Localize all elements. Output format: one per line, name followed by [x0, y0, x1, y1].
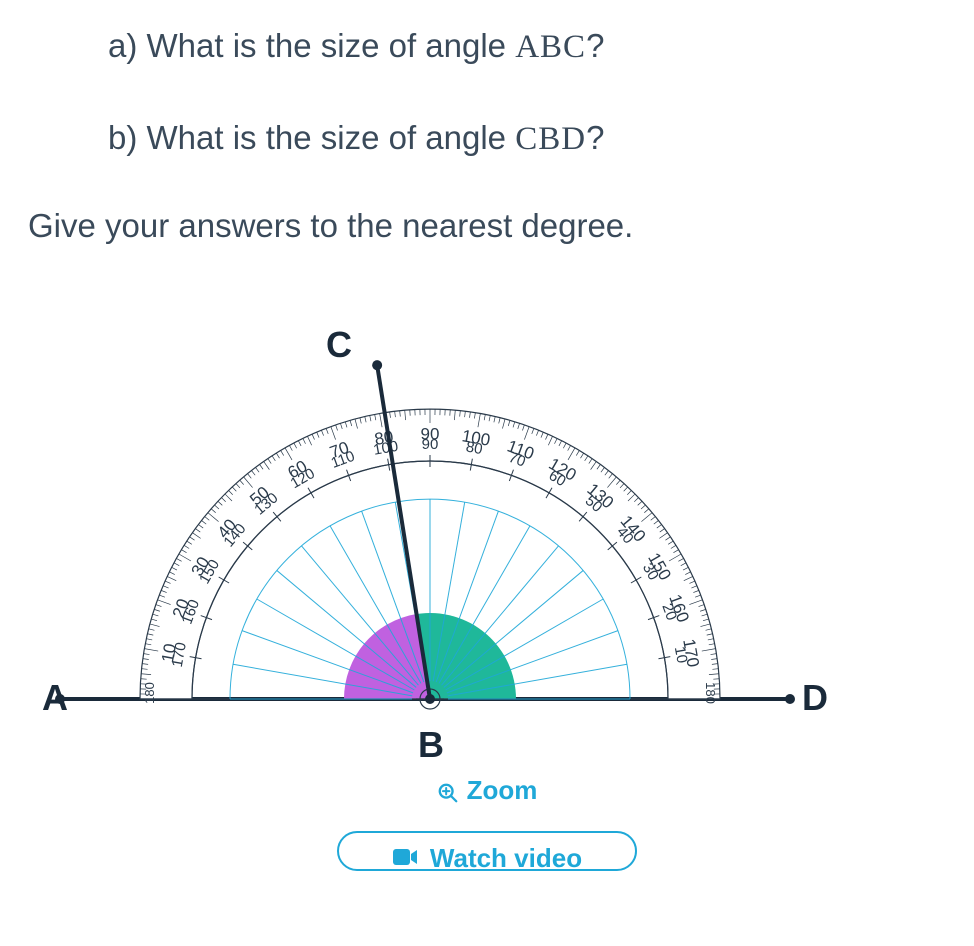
label-D: D: [802, 677, 828, 719]
watch-video-button[interactable]: Watch video: [337, 831, 637, 871]
qa-end: ?: [586, 27, 604, 64]
question-a: a) What is the size of angle ABC?: [108, 24, 974, 70]
zoom-label: Zoom: [467, 775, 538, 806]
figure-area: 1017020160301504014050130601207011080100…: [0, 279, 974, 779]
zoom-button[interactable]: Zoom: [437, 775, 538, 806]
svg-text:180: 180: [703, 682, 718, 704]
label-B: B: [418, 724, 444, 766]
qb-text: b) What is the size of angle: [108, 119, 515, 156]
zoom-in-icon: [437, 780, 459, 802]
qb-var: CBD: [515, 121, 586, 157]
video-icon: [392, 843, 418, 871]
label-A: A: [42, 677, 68, 719]
qb-end: ?: [586, 119, 604, 156]
svg-text:180: 180: [142, 682, 157, 704]
label-C: C: [326, 324, 352, 366]
svg-text:10: 10: [671, 645, 691, 664]
qa-text: a) What is the size of angle: [108, 27, 515, 64]
question-b: b) What is the size of angle CBD?: [108, 116, 974, 162]
svg-text:90: 90: [422, 436, 439, 453]
qa-var: ABC: [515, 29, 586, 65]
svg-text:80: 80: [465, 439, 484, 459]
instruction-text: Give your answers to the nearest degree.: [0, 207, 974, 245]
watch-label: Watch video: [430, 843, 582, 871]
